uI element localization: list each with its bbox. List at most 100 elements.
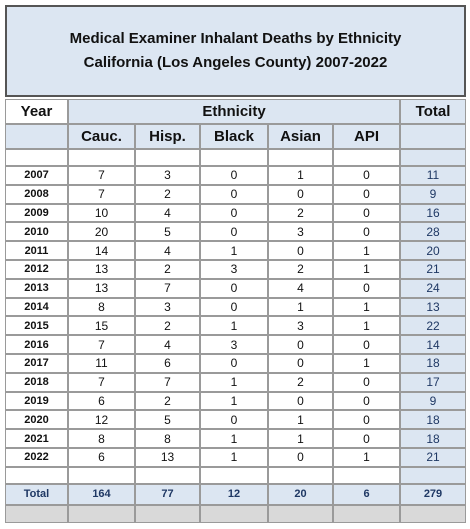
value-cell: 14: [68, 241, 135, 260]
value-cell: 0: [268, 184, 333, 204]
value-cell: 7: [68, 166, 135, 185]
value-cell: 1: [333, 297, 400, 317]
blank-cell: [200, 504, 268, 523]
value-cell: 2: [268, 203, 333, 223]
blank-cell: [68, 149, 135, 166]
total-cell: 18: [400, 354, 466, 373]
blank-cell: [333, 149, 400, 166]
value-cell: 8: [68, 297, 135, 317]
value-cell: 0: [333, 372, 400, 392]
value-cell: 0: [333, 278, 400, 298]
year-header: Year: [5, 99, 68, 124]
totals-label: Total: [5, 483, 68, 505]
total-cell: 28: [400, 222, 466, 242]
value-cell: 1: [268, 429, 333, 448]
value-cell: 0: [333, 429, 400, 448]
column-header: Hisp.: [135, 124, 200, 149]
total-cell: 22: [400, 316, 466, 336]
value-cell: 7: [68, 372, 135, 392]
value-cell: 5: [135, 222, 200, 242]
value-cell: 1: [333, 241, 400, 260]
year-cell: 2018: [5, 372, 68, 392]
blank-cell: [135, 149, 200, 166]
value-cell: 1: [200, 316, 268, 336]
blank-cell: [333, 504, 400, 523]
blank-cell: [400, 124, 466, 149]
total-cell: 11: [400, 166, 466, 185]
value-cell: 0: [333, 222, 400, 242]
value-cell: 1: [333, 448, 400, 467]
year-cell: 2009: [5, 203, 68, 223]
blank-cell: [333, 466, 400, 484]
year-cell: 2017: [5, 354, 68, 373]
value-cell: 15: [68, 316, 135, 336]
year-cell: 2013: [5, 278, 68, 298]
total-cell: 9: [400, 184, 466, 204]
value-cell: 0: [200, 278, 268, 298]
column-header: Asian: [268, 124, 333, 149]
year-cell: 2015: [5, 316, 68, 336]
blank-cell: [268, 149, 333, 166]
total-cell: 24: [400, 278, 466, 298]
value-cell: 3: [268, 222, 333, 242]
column-header: API: [333, 124, 400, 149]
value-cell: 0: [333, 391, 400, 411]
value-cell: 1: [200, 429, 268, 448]
year-cell: 2012: [5, 260, 68, 279]
totals-cell: 77: [135, 483, 200, 505]
value-cell: 11: [68, 354, 135, 373]
value-cell: 3: [268, 316, 333, 336]
total-cell: 16: [400, 203, 466, 223]
blank-cell: [400, 504, 466, 523]
value-cell: 0: [200, 184, 268, 204]
value-cell: 0: [333, 410, 400, 430]
value-cell: 20: [68, 222, 135, 242]
column-header: Black: [200, 124, 268, 149]
value-cell: 13: [68, 278, 135, 298]
value-cell: 3: [200, 260, 268, 279]
blank-cell: [400, 149, 466, 166]
year-cell: 2020: [5, 410, 68, 430]
blank-cell: [5, 504, 68, 523]
value-cell: 3: [135, 297, 200, 317]
grand-total: 279: [400, 483, 466, 505]
value-cell: 2: [135, 184, 200, 204]
value-cell: 7: [68, 335, 135, 354]
title-line: California (Los Angeles County) 2007-202…: [83, 54, 388, 71]
value-cell: 6: [68, 448, 135, 467]
value-cell: 1: [268, 166, 333, 185]
value-cell: 5: [135, 410, 200, 430]
year-cell: 2016: [5, 335, 68, 354]
value-cell: 0: [333, 203, 400, 223]
value-cell: 1: [333, 316, 400, 336]
year-cell: 2008: [5, 184, 68, 204]
value-cell: 1: [200, 241, 268, 260]
value-cell: 1: [333, 260, 400, 279]
value-cell: 1: [268, 297, 333, 317]
value-cell: 7: [135, 372, 200, 392]
blank-cell: [268, 466, 333, 484]
year-cell: 2007: [5, 166, 68, 185]
value-cell: 1: [268, 410, 333, 430]
year-cell: 2022: [5, 448, 68, 467]
title-line: Medical Examiner Inhalant Deaths by Ethn…: [69, 30, 402, 47]
total-cell: 9: [400, 391, 466, 411]
value-cell: 2: [135, 316, 200, 336]
value-cell: 0: [200, 410, 268, 430]
blank-cell: [5, 124, 68, 149]
value-cell: 0: [268, 335, 333, 354]
value-cell: 0: [200, 166, 268, 185]
value-cell: 4: [135, 335, 200, 354]
value-cell: 2: [135, 391, 200, 411]
total-cell: 17: [400, 372, 466, 392]
value-cell: 13: [135, 448, 200, 467]
total-cell: 21: [400, 260, 466, 279]
value-cell: 0: [333, 184, 400, 204]
blank-cell: [200, 466, 268, 484]
total-cell: 18: [400, 429, 466, 448]
value-cell: 8: [135, 429, 200, 448]
blank-cell: [5, 149, 68, 166]
group-header: Ethnicity: [68, 99, 400, 124]
total-cell: 20: [400, 241, 466, 260]
value-cell: 12: [68, 410, 135, 430]
